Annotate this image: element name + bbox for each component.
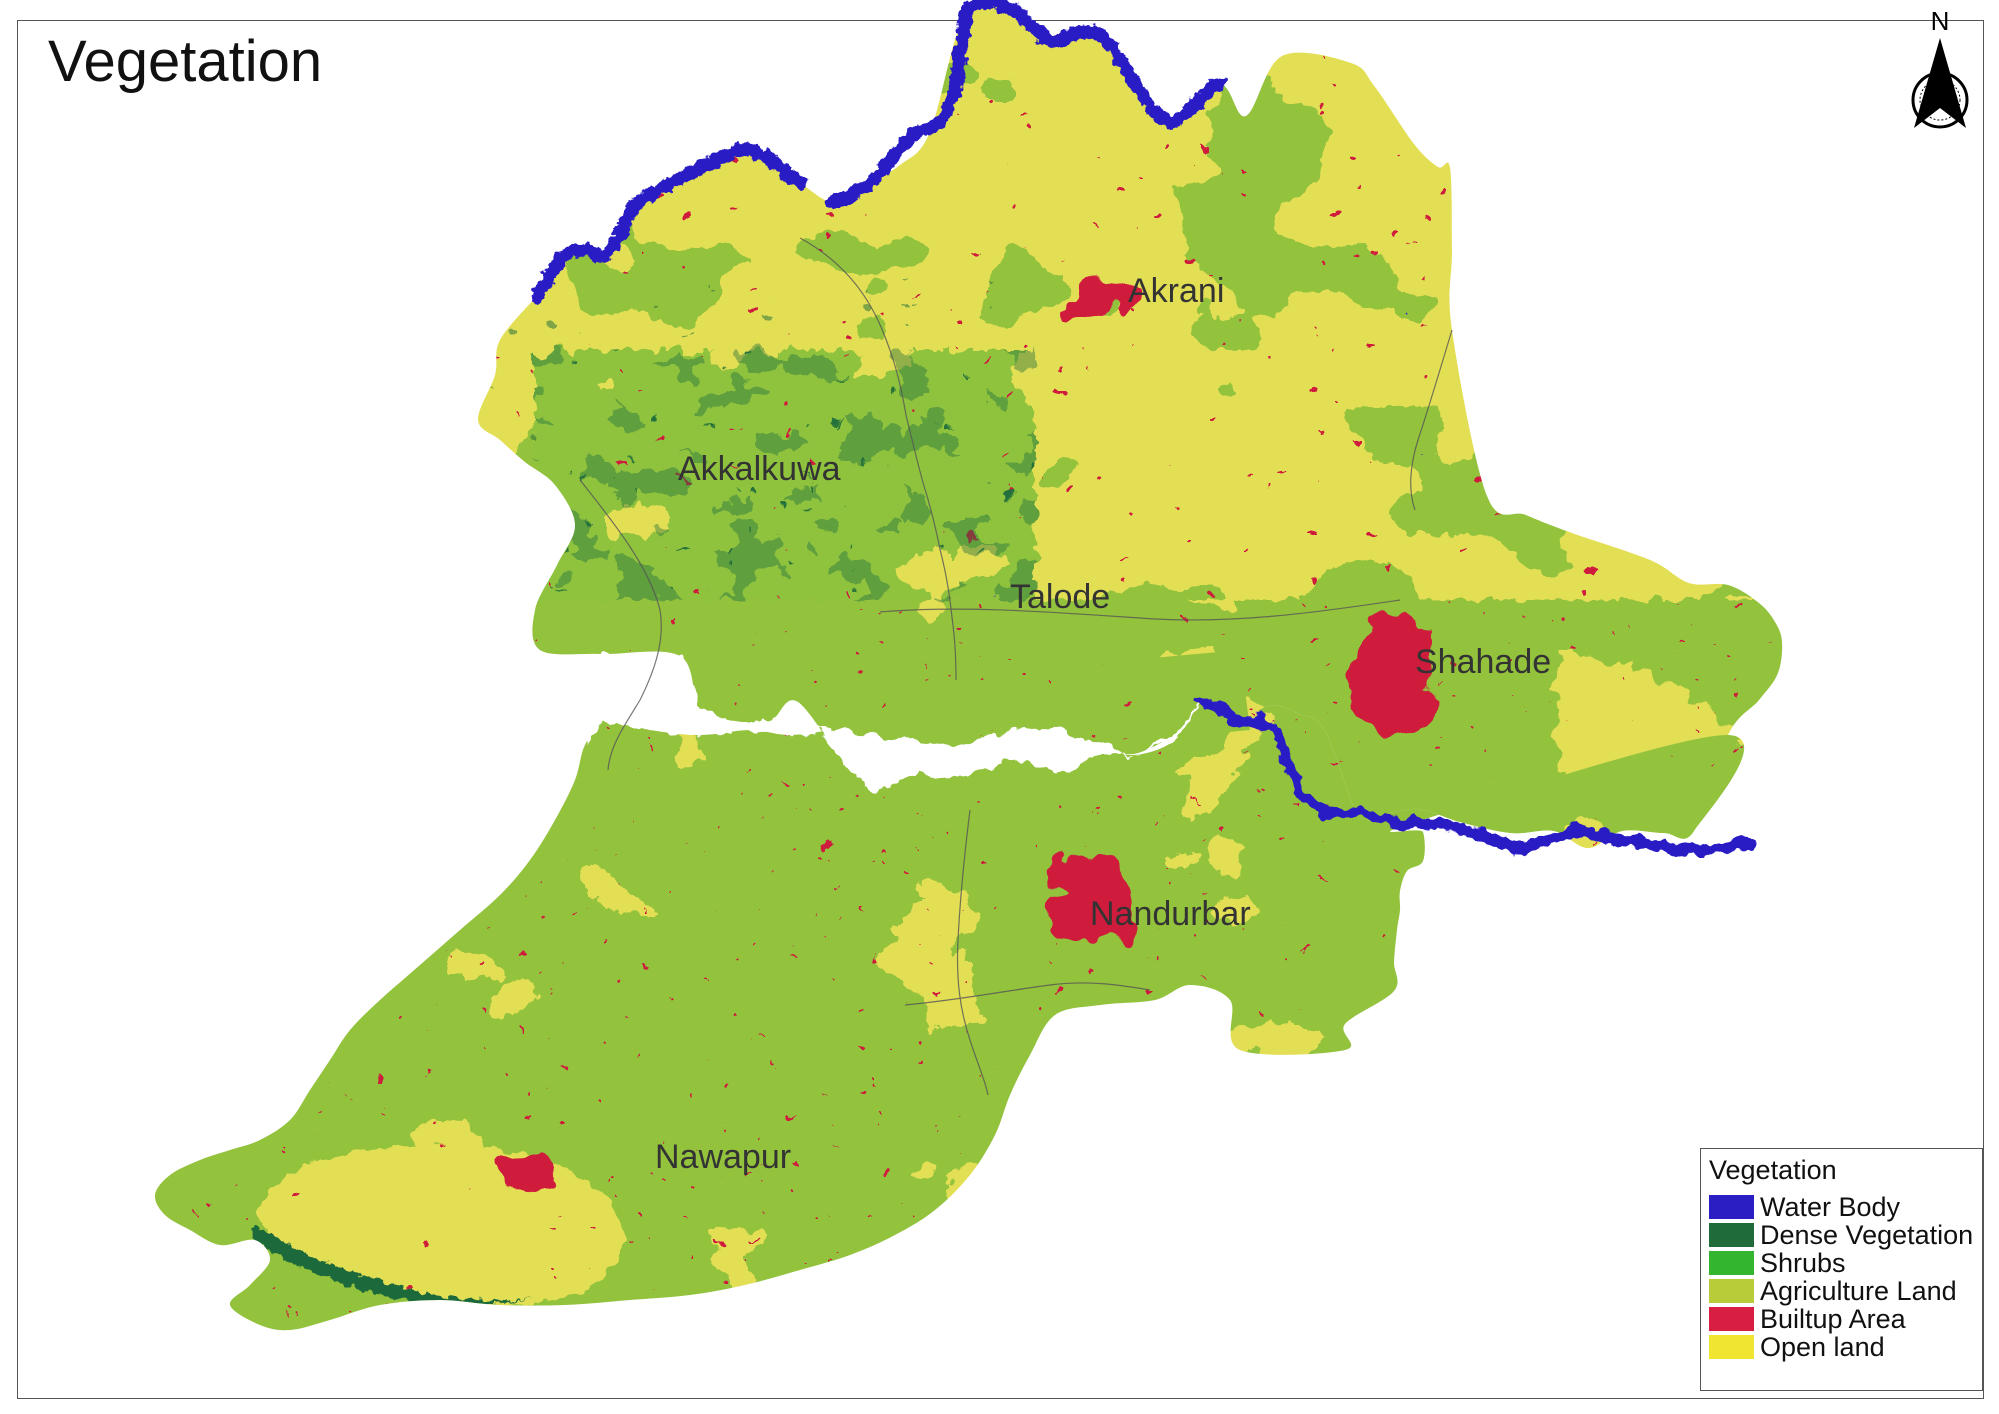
svg-text:N: N [1931,6,1950,36]
